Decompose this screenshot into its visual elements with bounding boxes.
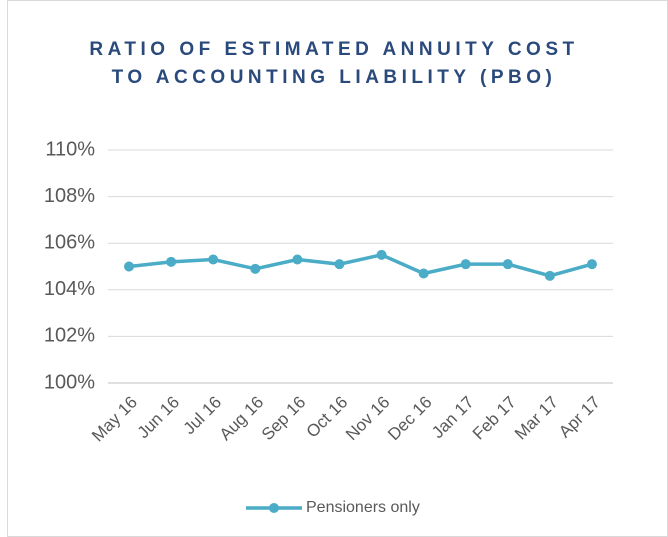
marker [292,254,303,265]
x-tick-label: Jan 17 [428,393,478,443]
x-tick-label: Aug 16 [216,393,268,445]
legend-label: Pensioners only [306,499,420,516]
marker [208,254,219,265]
x-tick-label: Dec 16 [384,393,436,445]
legend-marker [269,503,279,513]
x-tick-label: Jun 16 [134,393,184,443]
x-tick-label: Mar 17 [511,393,562,444]
marker [334,259,345,270]
y-tick-label: 102% [44,325,95,347]
line [128,253,593,278]
marker [376,249,387,260]
marker [250,263,261,274]
marker [502,259,513,270]
x-tick-label: Sep 16 [258,393,310,445]
x-tick-label: May 16 [88,393,141,446]
y-tick-label: 108% [44,185,95,207]
marker [460,259,471,270]
x-tick-label: Apr 17 [555,393,604,442]
y-tick-label: 106% [44,231,95,253]
x-tick-label: Feb 17 [469,393,520,444]
y-tick-label: 100% [44,371,95,393]
marker [544,270,555,281]
marker [124,261,135,272]
x-tick-label: Nov 16 [342,393,394,445]
marker [418,268,429,279]
y-tick-label: 104% [44,278,95,300]
marker [166,256,177,267]
chart-title: RATIO OF ESTIMATED ANNUITY COST TO ACCOU… [89,39,579,88]
y-tick-label: 110% [45,138,95,160]
marker [586,259,597,270]
